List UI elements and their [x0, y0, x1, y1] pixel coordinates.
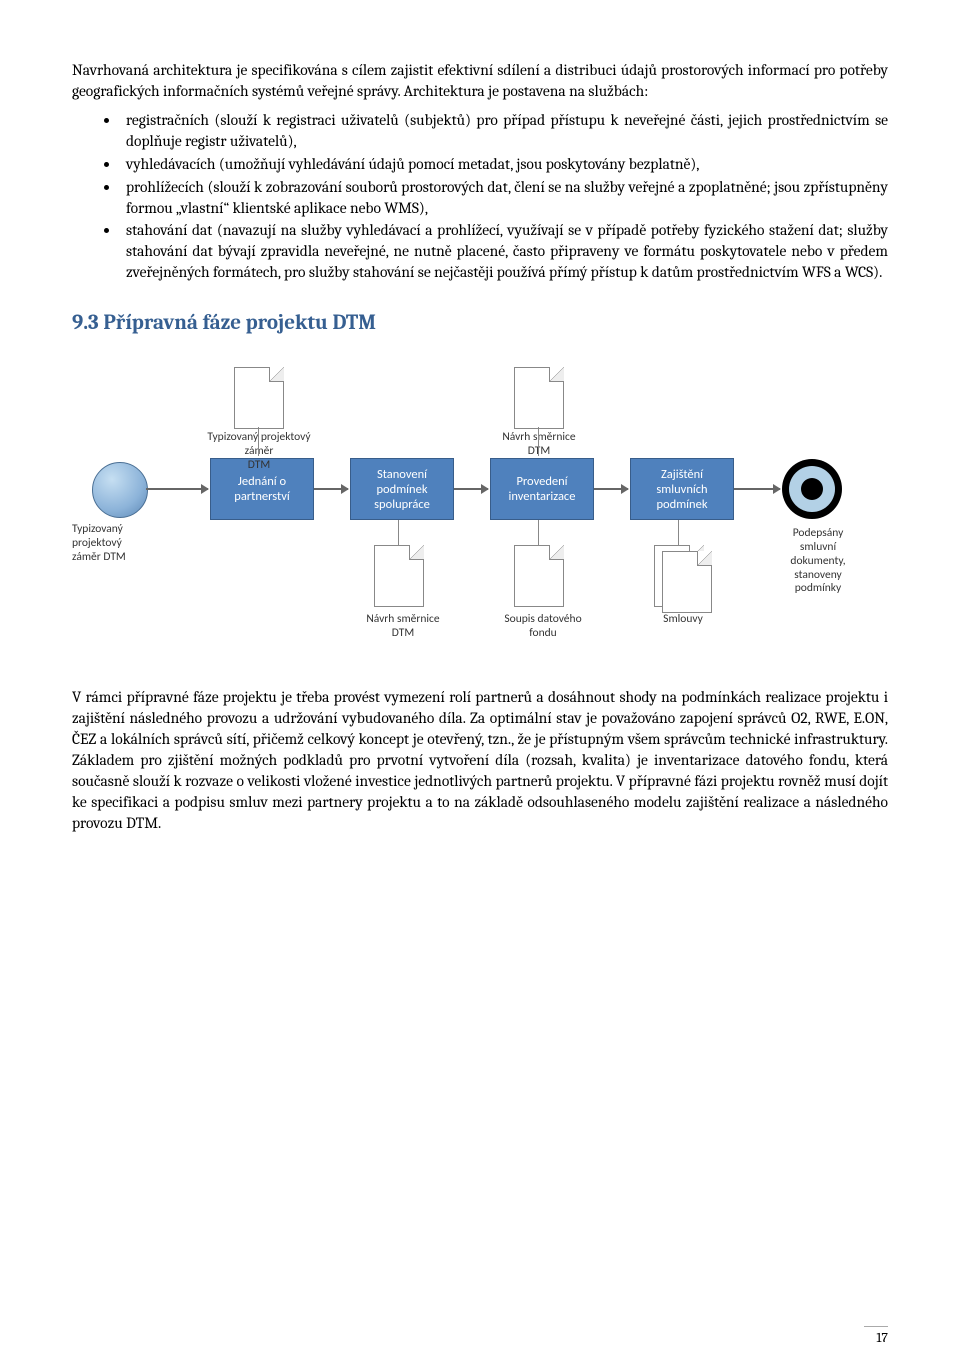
start-node	[92, 462, 148, 518]
end-label: Podepsány smluvní dokumenty, stanoveny p…	[768, 527, 868, 596]
doc-label: Typizovaný projektový záměr DTM	[194, 431, 324, 472]
start-label: Typizovaný projektový záměr DTM	[72, 523, 162, 564]
doc-label: Návrh směrnice DTM	[338, 613, 468, 641]
process-diagram: Typizovaný projektový záměr DTMJednání o…	[72, 359, 888, 659]
list-item: registračních (slouží k registraci uživa…	[120, 110, 888, 152]
list-item: vyhledávacích (umožňují vyhledávání údaj…	[120, 154, 888, 175]
body-paragraph: V rámci přípravné fáze projektu je třeba…	[72, 687, 888, 833]
page-number: 17	[864, 1326, 888, 1346]
doc-label: Návrh směrnice DTM	[474, 431, 604, 459]
list-item: stahování dat (navazují na služby vyhled…	[120, 220, 888, 283]
section-heading: 9.3 Přípravná fáze projektu DTM	[72, 311, 888, 335]
process-node: Zajištění smluvních podmínek	[630, 458, 734, 520]
arrow-icon	[454, 488, 488, 490]
arrow-icon	[734, 488, 780, 490]
document-icon	[514, 545, 564, 607]
process-node: Stanovení podmínek spolupráce	[350, 458, 454, 520]
doc-label: Soupis datového fondu	[478, 613, 608, 641]
process-node: Provedení inventarizace	[490, 458, 594, 520]
document-icon	[374, 545, 424, 607]
arrow-icon	[146, 488, 208, 490]
arrow-icon	[594, 488, 628, 490]
arrow-icon	[314, 488, 348, 490]
doc-label: Smlouvy	[618, 613, 748, 627]
document-icon	[234, 367, 284, 429]
list-item: prohlížecích (slouží k zobrazování soubo…	[120, 177, 888, 219]
intro-paragraph: Navrhovaná architektura je specifikována…	[72, 60, 888, 102]
bullet-list: registračních (slouží k registraci uživa…	[72, 110, 888, 283]
document-icon	[514, 367, 564, 429]
end-node	[782, 459, 842, 519]
document-icon	[654, 545, 710, 611]
